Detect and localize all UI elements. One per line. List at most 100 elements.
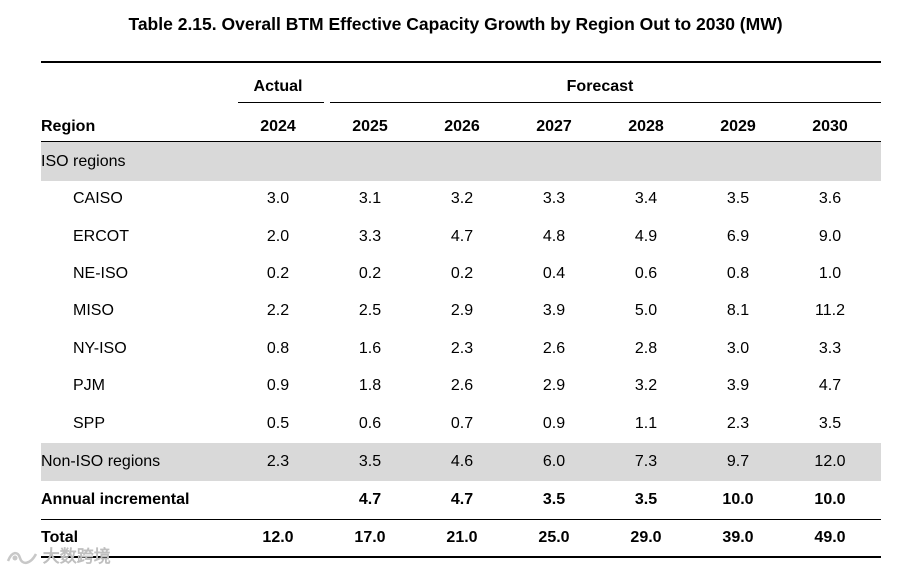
table-cell: 3.1: [358, 190, 382, 207]
table-cell: 4.6: [450, 453, 474, 470]
region-label: CAISO: [73, 190, 123, 207]
table-cell: 3.4: [634, 190, 658, 207]
table-cell: 0.2: [358, 265, 382, 282]
table-cell: 25.0: [538, 529, 570, 546]
table-cell: 8.1: [726, 302, 750, 319]
watermark-logo-icon: [6, 549, 38, 567]
table-cell: 10.0: [814, 491, 846, 508]
table-cell: 4.7: [818, 377, 842, 394]
table-cell: 0.7: [450, 415, 474, 432]
table-cell: 10.0: [722, 491, 754, 508]
table-cell: 6.0: [542, 453, 566, 470]
region-label: Annual incremental: [41, 491, 190, 508]
table-cell: 2.3: [726, 415, 750, 432]
table-cell: 49.0: [814, 529, 846, 546]
table-cell: 3.5: [358, 453, 382, 470]
table-cell: 3.5: [542, 491, 566, 508]
table-cell: 3.5: [726, 190, 750, 207]
table-cell: 3.2: [634, 377, 658, 394]
table-cell: 0.2: [450, 265, 474, 282]
table-cell: 0.6: [634, 265, 658, 282]
table-cell: 0.4: [542, 265, 566, 282]
table-cell: 21.0: [446, 529, 478, 546]
region-label: PJM: [73, 377, 105, 394]
table-cell: 1.1: [634, 415, 658, 432]
table-cell: 7.3: [634, 453, 658, 470]
forecast-header: Forecast: [566, 78, 634, 95]
table-cell: 0.8: [726, 265, 750, 282]
year-header: 2027: [536, 118, 572, 135]
table-cell: 2.0: [266, 228, 290, 245]
table-cell: 11.2: [815, 302, 845, 319]
table-cell: 3.6: [818, 190, 842, 207]
table-cell: 3.3: [818, 340, 842, 357]
bottom-rule: [41, 556, 881, 558]
table-cell: 3.3: [358, 228, 382, 245]
region-label: NY-ISO: [73, 340, 127, 357]
table-cell: 3.9: [726, 377, 750, 394]
year-header: 2028: [628, 118, 664, 135]
header-rule: [41, 141, 881, 142]
table-cell: 0.6: [358, 415, 382, 432]
forecast-underline: [330, 102, 881, 103]
table-cell: 4.8: [542, 228, 566, 245]
table-cell: 3.0: [726, 340, 750, 357]
non-iso-band: [41, 443, 881, 481]
table-cell: 4.9: [634, 228, 658, 245]
year-header: 2030: [812, 118, 848, 135]
year-header: 2026: [444, 118, 480, 135]
table-cell: 39.0: [722, 529, 754, 546]
table-cell: 3.5: [634, 491, 658, 508]
table-cell: 2.6: [450, 377, 474, 394]
table-cell: 3.2: [450, 190, 474, 207]
table-cell: 12.0: [262, 529, 294, 546]
table-cell: 1.8: [358, 377, 382, 394]
table-cell: 2.5: [358, 302, 382, 319]
year-header: 2029: [720, 118, 756, 135]
table-cell: 2.9: [542, 377, 566, 394]
table-cell: 3.3: [542, 190, 566, 207]
actual-underline: [238, 102, 324, 103]
actual-header: Actual: [253, 78, 303, 95]
region-label: ERCOT: [73, 228, 129, 245]
table-cell: 3.9: [542, 302, 566, 319]
table-cell: 9.7: [726, 453, 750, 470]
table-cell: 2.3: [450, 340, 474, 357]
region-label: Total: [41, 529, 79, 546]
watermark-text: 大数跨境: [42, 547, 111, 566]
table-cell: 6.9: [726, 228, 750, 245]
table-cell: 2.9: [450, 302, 474, 319]
table-cell: 3.5: [818, 415, 842, 432]
iso-section-label: ISO regions: [41, 153, 126, 170]
total-top-rule: [41, 519, 881, 520]
region-label: NE-ISO: [73, 265, 129, 282]
iso-section-band: [41, 142, 881, 181]
table-cell: 1.6: [358, 340, 382, 357]
table-cell: 2.6: [542, 340, 566, 357]
table-title: Table 2.15. Overall BTM Effective Capaci…: [128, 14, 783, 34]
region-label: Non-ISO regions: [41, 453, 161, 470]
region-label: MISO: [73, 302, 114, 319]
table-cell: 4.7: [358, 491, 382, 508]
watermark: 大数跨境: [6, 547, 111, 567]
table-cell: 5.0: [634, 302, 658, 319]
region-header: Region: [41, 118, 96, 135]
table-cell: 4.7: [450, 228, 474, 245]
table-cell: 0.5: [266, 415, 290, 432]
table-cell: 2.3: [266, 453, 290, 470]
table-cell: 17.0: [354, 529, 386, 546]
table-cell: 4.7: [450, 491, 474, 508]
table-cell: 0.8: [266, 340, 290, 357]
table-cell: 2.8: [634, 340, 658, 357]
table-cell: 0.9: [266, 377, 290, 394]
year-header: 2025: [352, 118, 388, 135]
table-cell: 2.2: [266, 302, 290, 319]
table-cell: 29.0: [630, 529, 662, 546]
region-label: SPP: [73, 415, 106, 432]
table-cell: 0.9: [542, 415, 566, 432]
top-rule: [41, 61, 881, 63]
table-cell: 3.0: [266, 190, 290, 207]
year-header: 2024: [260, 118, 296, 135]
table-cell: 9.0: [818, 228, 842, 245]
table-cell: 12.0: [814, 453, 846, 470]
